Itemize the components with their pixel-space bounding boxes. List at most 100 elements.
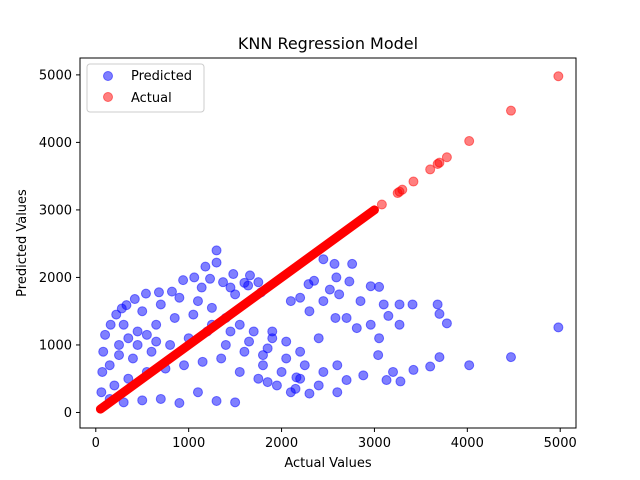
predicted-point: [388, 366, 399, 377]
predicted-point: [267, 333, 278, 344]
predicted-point: [432, 299, 443, 310]
predicted-point: [230, 397, 241, 408]
x-tick-label: 2000: [265, 436, 298, 451]
predicted-point: [196, 282, 207, 293]
actual-point: [434, 157, 445, 168]
predicted-point: [329, 258, 340, 269]
predicted-point: [262, 343, 273, 354]
predicted-point: [407, 299, 418, 310]
predicted-point: [211, 257, 222, 268]
actual-point: [376, 199, 387, 210]
predicted-point: [332, 387, 343, 398]
predicted-point: [441, 318, 452, 329]
predicted-point: [105, 319, 116, 330]
predicted-point: [303, 279, 314, 290]
predicted-point: [434, 308, 445, 319]
predicted-point: [281, 336, 292, 347]
predicted-point: [96, 387, 107, 398]
predicted-point: [341, 375, 352, 386]
predicted-point: [344, 276, 355, 287]
predicted-point: [330, 312, 341, 323]
predicted-point: [153, 287, 164, 298]
y-axis-label: Predicted Values: [15, 189, 30, 297]
predicted-point: [239, 346, 250, 357]
predicted-point: [378, 299, 389, 310]
actual-point: [397, 184, 408, 195]
predicted-point: [553, 322, 564, 333]
predicted-point: [200, 261, 211, 272]
predicted-point: [218, 277, 229, 288]
predicted-point: [155, 299, 166, 310]
x-tick-label: 0: [92, 436, 100, 451]
actual-point: [553, 71, 564, 82]
predicted-point: [169, 312, 180, 323]
predicted-point: [318, 296, 329, 307]
predicted-point: [114, 339, 125, 350]
predicted-point: [174, 398, 185, 409]
legend-marker-predicted: [103, 71, 113, 81]
predicted-point: [313, 380, 324, 391]
predicted-point: [114, 350, 125, 361]
predicted-point: [374, 333, 385, 344]
predicted-point: [332, 360, 343, 371]
predicted-point: [166, 286, 177, 297]
predicted-point: [290, 383, 301, 394]
predicted-point: [141, 329, 152, 340]
x-tick-label: 3000: [358, 436, 391, 451]
predicted-point: [313, 333, 324, 344]
predicted-point: [505, 352, 516, 363]
predicted-point: [216, 353, 227, 364]
predicted-point: [248, 326, 259, 337]
predicted-point: [383, 310, 394, 321]
predicted-point: [295, 346, 306, 357]
predicted-point: [358, 370, 369, 381]
predicted-point: [129, 294, 140, 305]
predicted-point: [295, 373, 306, 384]
legend-box: [86, 63, 205, 113]
predicted-point: [271, 380, 282, 391]
predicted-point: [243, 280, 254, 291]
predicted-point: [299, 360, 310, 371]
predicted-point: [123, 373, 134, 384]
predicted-point: [230, 289, 241, 300]
predicted-point: [118, 397, 129, 408]
predicted-point: [109, 380, 120, 391]
predicted-point: [174, 292, 185, 303]
x-axis-label: Actual Values: [284, 456, 372, 471]
y-axis: 0 1000 2000 3000 4000 5000: [39, 68, 80, 421]
predicted-point: [97, 366, 108, 377]
predicted-point: [285, 296, 296, 307]
predicted-point: [253, 373, 264, 384]
legend: Predicted Actual: [86, 63, 205, 113]
predicted-point: [225, 282, 236, 293]
predicted-point: [234, 366, 245, 377]
chart-title: KNN Regression Model: [238, 34, 418, 53]
predicted-point: [408, 364, 419, 375]
predicted-point: [123, 333, 134, 344]
predicted-point: [373, 350, 384, 361]
actual-point: [408, 176, 419, 187]
predicted-point: [118, 319, 129, 330]
y-tick-label: 3000: [39, 203, 72, 218]
predicted-point: [262, 377, 273, 388]
predicted-point: [137, 306, 148, 317]
predicted-point: [304, 388, 315, 399]
predicted-point: [304, 306, 315, 317]
predicted-point: [334, 289, 345, 300]
y-tick-label: 1000: [39, 338, 72, 353]
predicted-point: [192, 387, 203, 398]
predicted-point: [351, 323, 362, 334]
predicted-point: [318, 366, 329, 377]
predicted-point: [281, 353, 292, 364]
actual-point: [505, 105, 516, 116]
predicted-point: [244, 336, 255, 347]
predicted-point: [355, 296, 366, 307]
predicted-point: [165, 339, 176, 350]
predicted-point: [211, 395, 222, 406]
predicted-point: [146, 346, 157, 357]
predicted-point: [347, 258, 358, 269]
predicted-point: [98, 346, 109, 357]
x-axis: 0 1000 2000 3000 4000 5000: [92, 428, 577, 451]
predicted-point: [137, 395, 148, 406]
predicted-point: [244, 270, 255, 281]
